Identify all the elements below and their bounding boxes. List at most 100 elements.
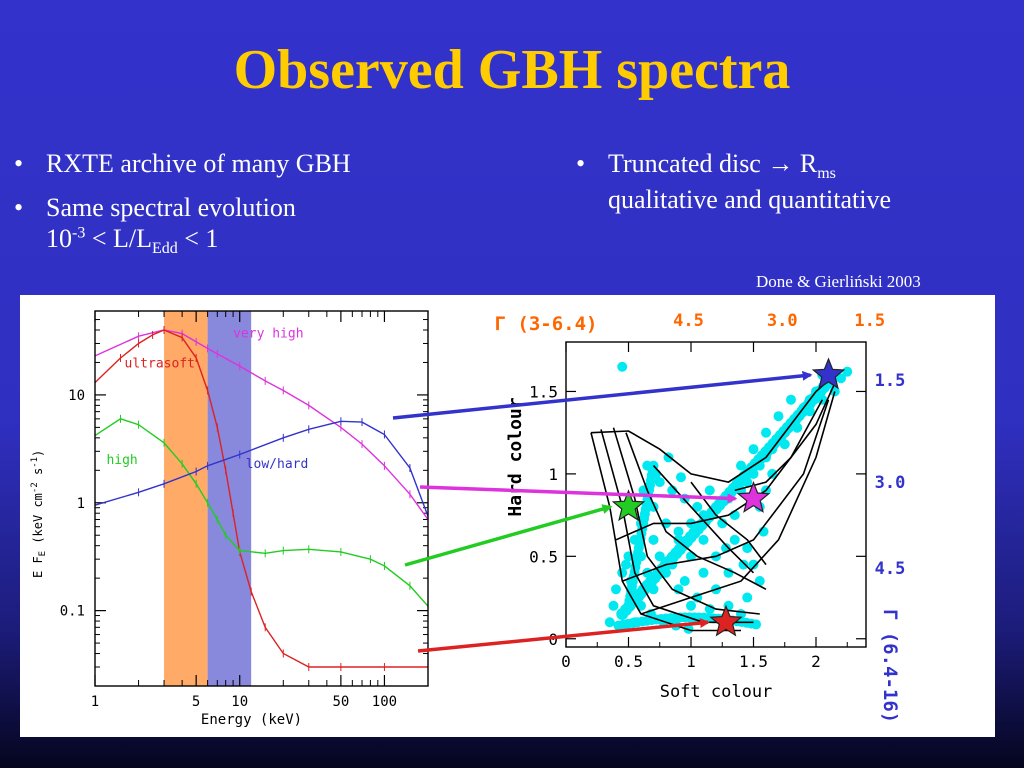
gamma-right-tick-label: 1.5 [875, 371, 906, 391]
scatter-point [748, 559, 759, 570]
slide-title: Observed GBH spectra [233, 39, 791, 101]
scatter-point [704, 485, 715, 496]
luminosity-base: 10 [46, 224, 72, 254]
model-grid-curve [640, 391, 836, 615]
reference-citation: Done & Gierliński 2003 [756, 272, 921, 291]
scatter-point [761, 427, 771, 438]
series-line-ultrasoft [94, 329, 428, 668]
scatter-point [698, 567, 709, 578]
model-grid-curve [734, 399, 824, 492]
connector-arrow-very-high [419, 485, 738, 504]
y-axis-label-part: s [31, 468, 45, 482]
scatter-point [773, 411, 784, 422]
x-axis-label: Energy (keV) [201, 712, 302, 728]
scatter-point [754, 576, 765, 587]
model-grid-curve [590, 374, 836, 483]
connector-arrow-low-hard [392, 370, 813, 420]
series-label-ultrasoft: ultrasoft [125, 356, 195, 371]
star-marker-very-high [736, 480, 771, 513]
truncated-disc-line2: qualitative and quantitative [608, 184, 892, 214]
scatter-point [692, 501, 703, 512]
model-grid-curve [612, 427, 760, 615]
y-tick-label: 1 [77, 496, 85, 512]
cc-x-tick-label: 0 [561, 652, 571, 671]
cc-x-tick-label: 1.5 [739, 652, 768, 671]
model-grid-curve [615, 382, 836, 541]
energy-band-2 [207, 311, 252, 686]
cc-x-axis-label: Soft colour [660, 682, 773, 702]
scatter-point [742, 543, 753, 554]
cc-x-tick-label: 2 [811, 652, 821, 671]
luminosity-upper: < 1 [177, 224, 219, 254]
luminosity-range: 10-3 < L/LEdd < 1 [46, 224, 219, 257]
x-tick-label: 50 [332, 694, 349, 710]
left-bullet-list: RXTE archive of many GBH Same spectral e… [14, 148, 351, 259]
y-axis-label-part: ) [31, 450, 45, 457]
cc-y-tick-label: 0.5 [529, 547, 558, 566]
connector-arrow-ultrasoft [417, 618, 710, 653]
y-axis-label-part: (keV cm [31, 493, 45, 551]
scatter-point [676, 472, 686, 483]
scatter-point [654, 477, 665, 488]
scatter-point [767, 468, 778, 479]
scatter-point [786, 394, 796, 405]
series-label-low-hard: low/hard [246, 457, 309, 472]
spectrum-chart: 1 5 10 50 100 0.1 1 10 very high ultrasoft high low… [30, 310, 429, 728]
scatter-point [698, 534, 709, 545]
gamma-top-tick-label: 3.0 [767, 311, 798, 331]
gamma-right-tick-label: 3.0 [875, 473, 906, 493]
scatter-point [648, 534, 659, 545]
right-bullet-list: Truncated disc → Rms qualitative and qua… [576, 148, 891, 215]
cc-y-tick-label: 1 [548, 465, 558, 484]
scatter-point [738, 559, 749, 570]
cc-y-tick-label: 1.5 [529, 382, 558, 401]
gamma-right-tick-label: 4.5 [875, 559, 906, 579]
cc-x-tick-label: 1 [686, 652, 696, 671]
model-grid-curve [622, 399, 830, 582]
x-tick-label: 1 [91, 694, 99, 710]
y-axis-label-part: E [38, 551, 48, 556]
scatter-point [621, 559, 631, 570]
energy-band-1 [164, 311, 208, 686]
gamma-right-label: Γ (6.4-16) [879, 609, 901, 723]
scatter-point [617, 361, 628, 372]
scatter-point [673, 526, 684, 537]
scatter-point [654, 551, 665, 562]
truncated-disc-text: Truncated disc → R [608, 149, 818, 178]
luminosity-exponent: -3 [72, 224, 86, 242]
gamma-top-tick-label: 1.5 [854, 311, 885, 331]
connector-arrow-high [404, 504, 613, 567]
scatter-point [742, 592, 753, 603]
series-line-very-high [94, 329, 429, 520]
series-label-high: high [106, 453, 137, 468]
scatter-point [611, 584, 621, 595]
y-axis-label-part: E F [31, 556, 45, 578]
connector-arrows [392, 370, 813, 653]
y-tick-label: 10 [68, 388, 85, 404]
scatter-point [751, 619, 761, 630]
star-marker-low-hard [811, 357, 846, 390]
scatter-point [608, 600, 619, 611]
scatter-point [604, 617, 615, 628]
y-axis-label: E FE (keV cm-2 s-1) [30, 450, 48, 578]
y-axis-label-part: -1 [30, 457, 40, 468]
y-tick-label: 0.1 [60, 604, 85, 620]
bullet-truncated-disc: Truncated disc → Rms qualitative and qua… [576, 148, 891, 215]
scatter-point [717, 518, 728, 529]
star-marker-ultrasoft [709, 604, 743, 637]
x-tick-label: 10 [231, 694, 248, 710]
scatter-point [729, 534, 740, 545]
scatter-point [748, 444, 759, 455]
x-tick-label: 100 [372, 694, 397, 710]
series-line-high [94, 418, 429, 607]
cc-y-axis-label: Hard colour [505, 397, 526, 516]
scatter-point [686, 600, 696, 611]
star-marker-high [611, 489, 646, 522]
model-grid-curve [652, 465, 755, 574]
scatter-point [679, 576, 690, 587]
cc-axes-frame [565, 341, 867, 648]
scatter-point [842, 366, 853, 377]
luminosity-ratio: < L/L [85, 224, 152, 254]
